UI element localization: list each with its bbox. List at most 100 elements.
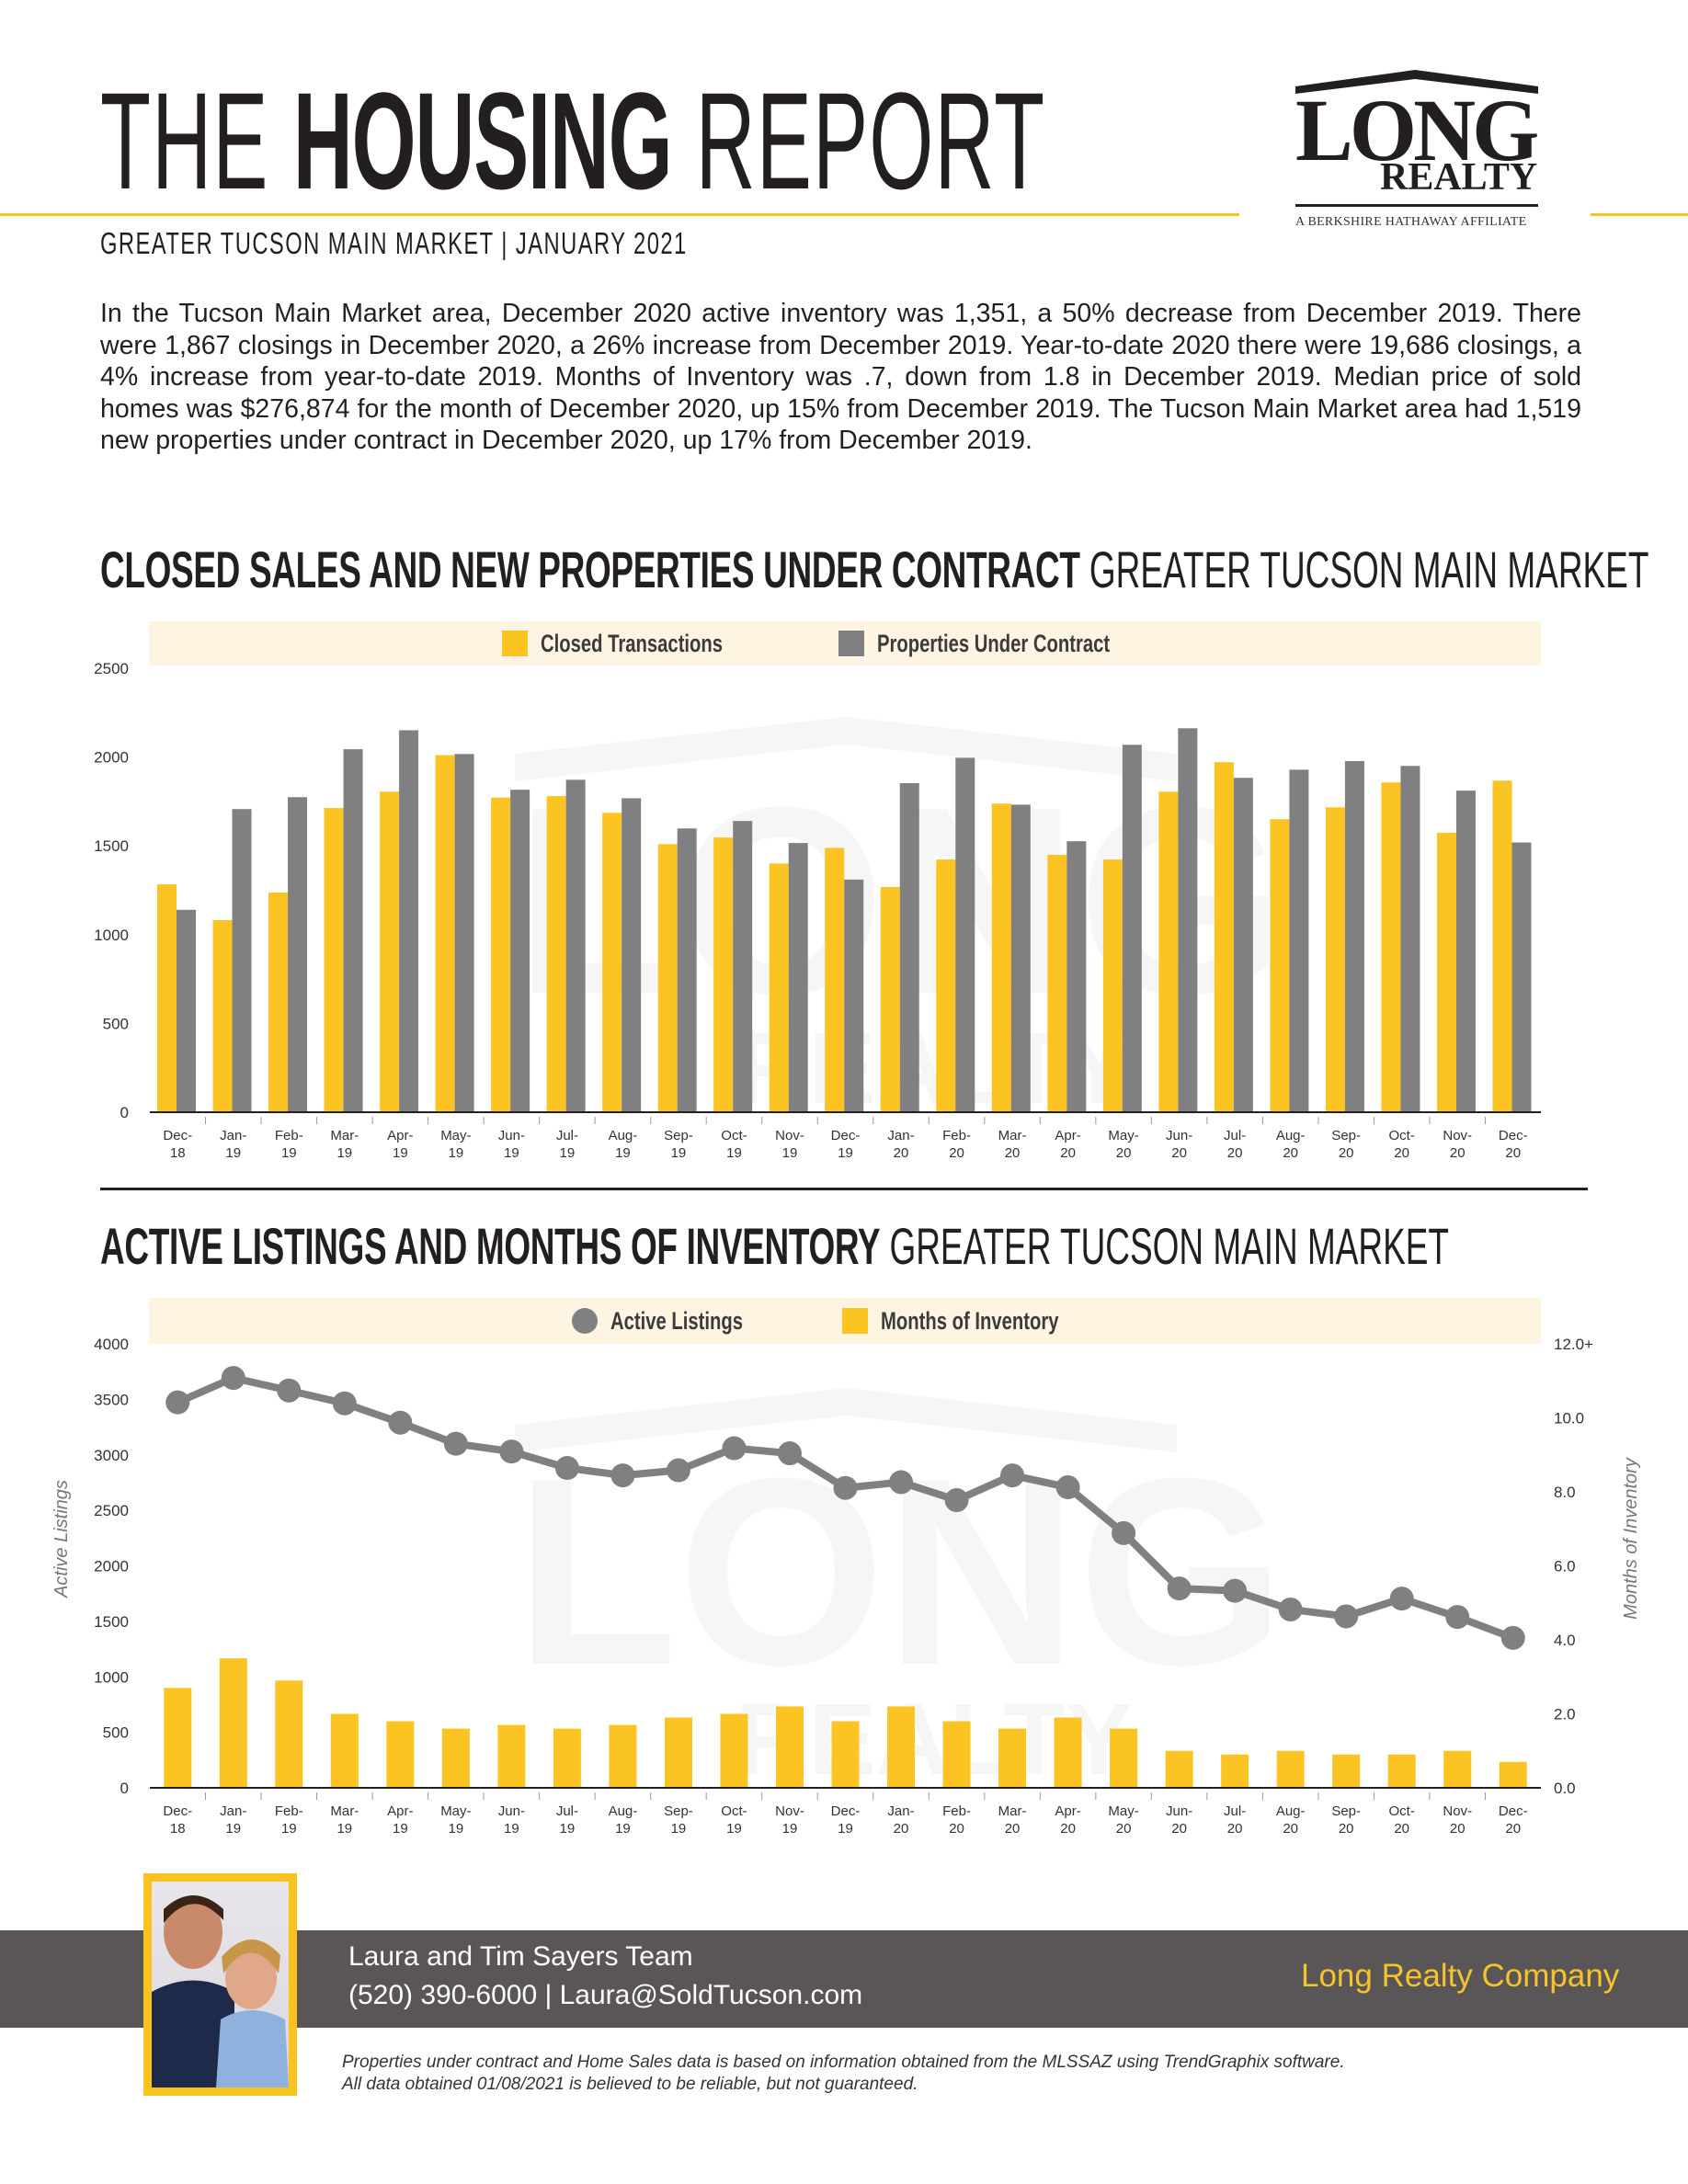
legend-swatch-yellow (502, 631, 529, 656)
under-contract-bar (232, 809, 252, 1112)
under-contract-bar (1178, 728, 1198, 1112)
under-contract-bar (177, 909, 196, 1112)
legend-swatch-gray (838, 631, 865, 656)
closed-transactions-bar (546, 796, 566, 1112)
y-tick-label: 2500 (94, 660, 129, 677)
months-of-inventory-bar (1221, 1754, 1249, 1788)
y-tick-label: 0 (120, 1780, 129, 1797)
closed-transactions-bar (713, 837, 734, 1112)
x-tick-label: Jul-20 (1224, 1128, 1246, 1161)
months-of-inventory-bar (1387, 1754, 1416, 1788)
active-listings-point (443, 1431, 468, 1456)
section-divider (100, 1188, 1588, 1190)
under-contract-bar (622, 798, 642, 1112)
months-of-inventory-bar (497, 1724, 526, 1788)
x-tick-label: Apr-20 (1055, 1803, 1080, 1837)
x-tick-label: Nov-19 (775, 1803, 804, 1837)
legend-label: Properties Under Contract (877, 629, 1111, 657)
closed-transactions-bar (268, 893, 289, 1112)
under-contract-bar (733, 821, 753, 1112)
title-the: THE (100, 63, 269, 218)
x-tick-label: Dec-18 (163, 1128, 192, 1161)
y-tick-label: 500 (103, 1724, 129, 1742)
x-tick-label: Dec-19 (831, 1803, 861, 1837)
closed-transactions-bar (1158, 791, 1179, 1112)
under-contract-bar (844, 879, 864, 1112)
months-of-inventory-bar (942, 1721, 971, 1788)
closed-transactions-bar (435, 755, 455, 1112)
closed-transactions-bar (1214, 762, 1234, 1112)
active-listings-point (722, 1436, 747, 1461)
under-contract-bar (565, 779, 586, 1112)
legend-label: Months of Inventory (881, 1306, 1059, 1335)
active-listings-point (777, 1441, 802, 1466)
months-of-inventory-bar (275, 1680, 303, 1788)
closed-transactions-bar (880, 887, 900, 1112)
title-underline (0, 213, 1239, 216)
x-tick-label: Jan-19 (220, 1128, 246, 1161)
x-tick-label: Nov-19 (775, 1128, 804, 1161)
closed-transactions-bar (657, 844, 678, 1112)
x-tick-label: Jan-20 (887, 1128, 914, 1161)
x-tick-label: Mar-20 (998, 1803, 1027, 1837)
under-contract-bar (343, 749, 363, 1112)
logo-tagline: A BERKSHIRE HATHAWAY AFFILIATE (1295, 215, 1527, 229)
months-of-inventory-bar (441, 1728, 470, 1788)
legend-label: Active Listings (610, 1306, 744, 1335)
x-tick-label: May-20 (1108, 1803, 1138, 1837)
x-tick-label: Jan-19 (220, 1803, 246, 1837)
heading-bold: ACTIVE LISTINGS AND MONTHS OF INVENTORY (100, 1217, 881, 1275)
x-tick-label: Aug-19 (609, 1803, 638, 1837)
x-tick-label: Jan-20 (887, 1803, 914, 1837)
x-tick-label: Aug-20 (1276, 1803, 1306, 1837)
heading-bold: CLOSED SALES AND NEW PROPERTIES UNDER CO… (100, 540, 1080, 598)
report-title: THE HOUSING REPORT (100, 72, 1045, 210)
y2-tick-label: 2.0 (1554, 1706, 1576, 1723)
y2-tick-label: 8.0 (1554, 1484, 1576, 1501)
closed-transactions-bar (991, 803, 1011, 1112)
under-contract-bar (788, 843, 808, 1112)
active-listings-point (1000, 1463, 1025, 1488)
title-housing: HOUSING (292, 63, 673, 218)
closed-transactions-bar (602, 813, 622, 1112)
months-of-inventory-bar (1276, 1750, 1305, 1788)
under-contract-bar (1289, 769, 1309, 1112)
legend-swatch-yellow (842, 1308, 869, 1334)
months-of-inventory-bar (1332, 1754, 1361, 1788)
months-of-inventory-bar (1110, 1728, 1138, 1788)
active-listings-point (1112, 1520, 1136, 1545)
months-of-inventory-bar (831, 1721, 860, 1788)
under-contract-bar (1511, 842, 1532, 1112)
logo-long: LONG (1295, 81, 1539, 179)
y-tick-label: 3000 (94, 1447, 129, 1464)
under-contract-bar (288, 797, 308, 1112)
active-listings-point (165, 1390, 190, 1415)
agent-photo (143, 1873, 297, 2096)
x-tick-label: Mar-19 (330, 1803, 359, 1837)
months-of-inventory-bar (330, 1713, 359, 1788)
logo-house-roof-icon (1295, 70, 1538, 207)
heading-light: GREATER TUCSON MAIN MARKET (1089, 540, 1649, 598)
active-listings-point (889, 1470, 914, 1495)
closed-transactions-bar (1047, 855, 1067, 1112)
active-listings-chart: LONGREALTY050010001500200025003000350040… (51, 1336, 1641, 1837)
x-tick-label: Aug-20 (1276, 1128, 1306, 1161)
closed-transactions-bar (1270, 819, 1290, 1112)
y2-tick-label: 12.0+ (1554, 1336, 1593, 1353)
y-tick-label: 1500 (94, 1613, 129, 1631)
y-axis-title: Active Listings (51, 1480, 72, 1598)
closed-transactions-bar (936, 859, 956, 1112)
x-tick-label: Oct-20 (1389, 1128, 1415, 1161)
months-of-inventory-bar (386, 1721, 415, 1788)
contact-info[interactable]: (520) 390-6000 | Laura@SoldTucson.com (348, 1980, 863, 2010)
x-tick-label: Sep-19 (664, 1803, 693, 1837)
y-tick-label: 3500 (94, 1391, 129, 1408)
closed-transactions-bar (1102, 859, 1123, 1112)
legend-dot-gray (571, 1308, 598, 1334)
long-realty-logo: LONG REALTY A BERKSHIRE HATHAWAY AFFILIA… (1292, 66, 1545, 241)
x-tick-label: Dec-20 (1499, 1128, 1528, 1161)
active-listings-point (388, 1410, 413, 1435)
under-contract-bar (1400, 766, 1420, 1112)
active-listings-point (1223, 1578, 1248, 1603)
closed-transactions-bar (1325, 807, 1345, 1112)
